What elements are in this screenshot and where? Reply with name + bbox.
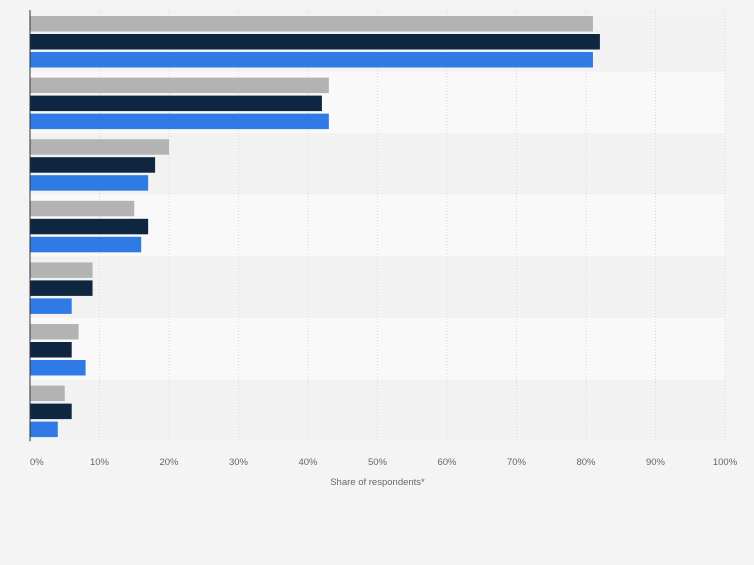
x-axis-title: Share of respondents* (330, 477, 425, 488)
bar-s3-c4 (30, 236, 142, 253)
bar-s3-c7 (30, 421, 58, 438)
bar-s3-c2 (30, 113, 329, 130)
bar-s2-c6 (30, 342, 72, 358)
bar-s1-c7 (30, 385, 65, 402)
bar-s1-c6 (30, 324, 79, 340)
bar-s2-c1 (30, 34, 600, 50)
bar-s1-c2 (30, 77, 329, 94)
bar-s1-c3 (30, 139, 169, 155)
bar-s1-c1 (30, 16, 593, 32)
bar-s3-c3 (30, 175, 149, 191)
bar-s3-c5 (30, 298, 72, 314)
x-tick-label: 20% (159, 457, 179, 468)
bar-s3-c1 (30, 52, 593, 68)
bar-s2-c4 (30, 218, 149, 235)
x-tick-label: 50% (368, 457, 388, 468)
x-tick-label: 10% (90, 457, 110, 468)
x-tick-label: 70% (507, 457, 527, 468)
bar-s3-c6 (30, 360, 86, 376)
x-tick-label: 90% (646, 457, 666, 468)
bar-s2-c3 (30, 157, 156, 173)
bar-s2-c7 (30, 403, 72, 420)
x-tick-label: 0% (30, 457, 44, 468)
bar-s2-c5 (30, 280, 93, 296)
bar-s1-c5 (30, 262, 93, 278)
x-tick-label: 60% (437, 457, 457, 468)
x-tick-label: 30% (229, 457, 249, 468)
x-tick-label: 80% (576, 457, 596, 468)
x-tick-label: 100% (713, 457, 738, 468)
bar-s1-c4 (30, 200, 135, 217)
x-tick-label: 40% (298, 457, 318, 468)
bar-s2-c2 (30, 95, 322, 112)
